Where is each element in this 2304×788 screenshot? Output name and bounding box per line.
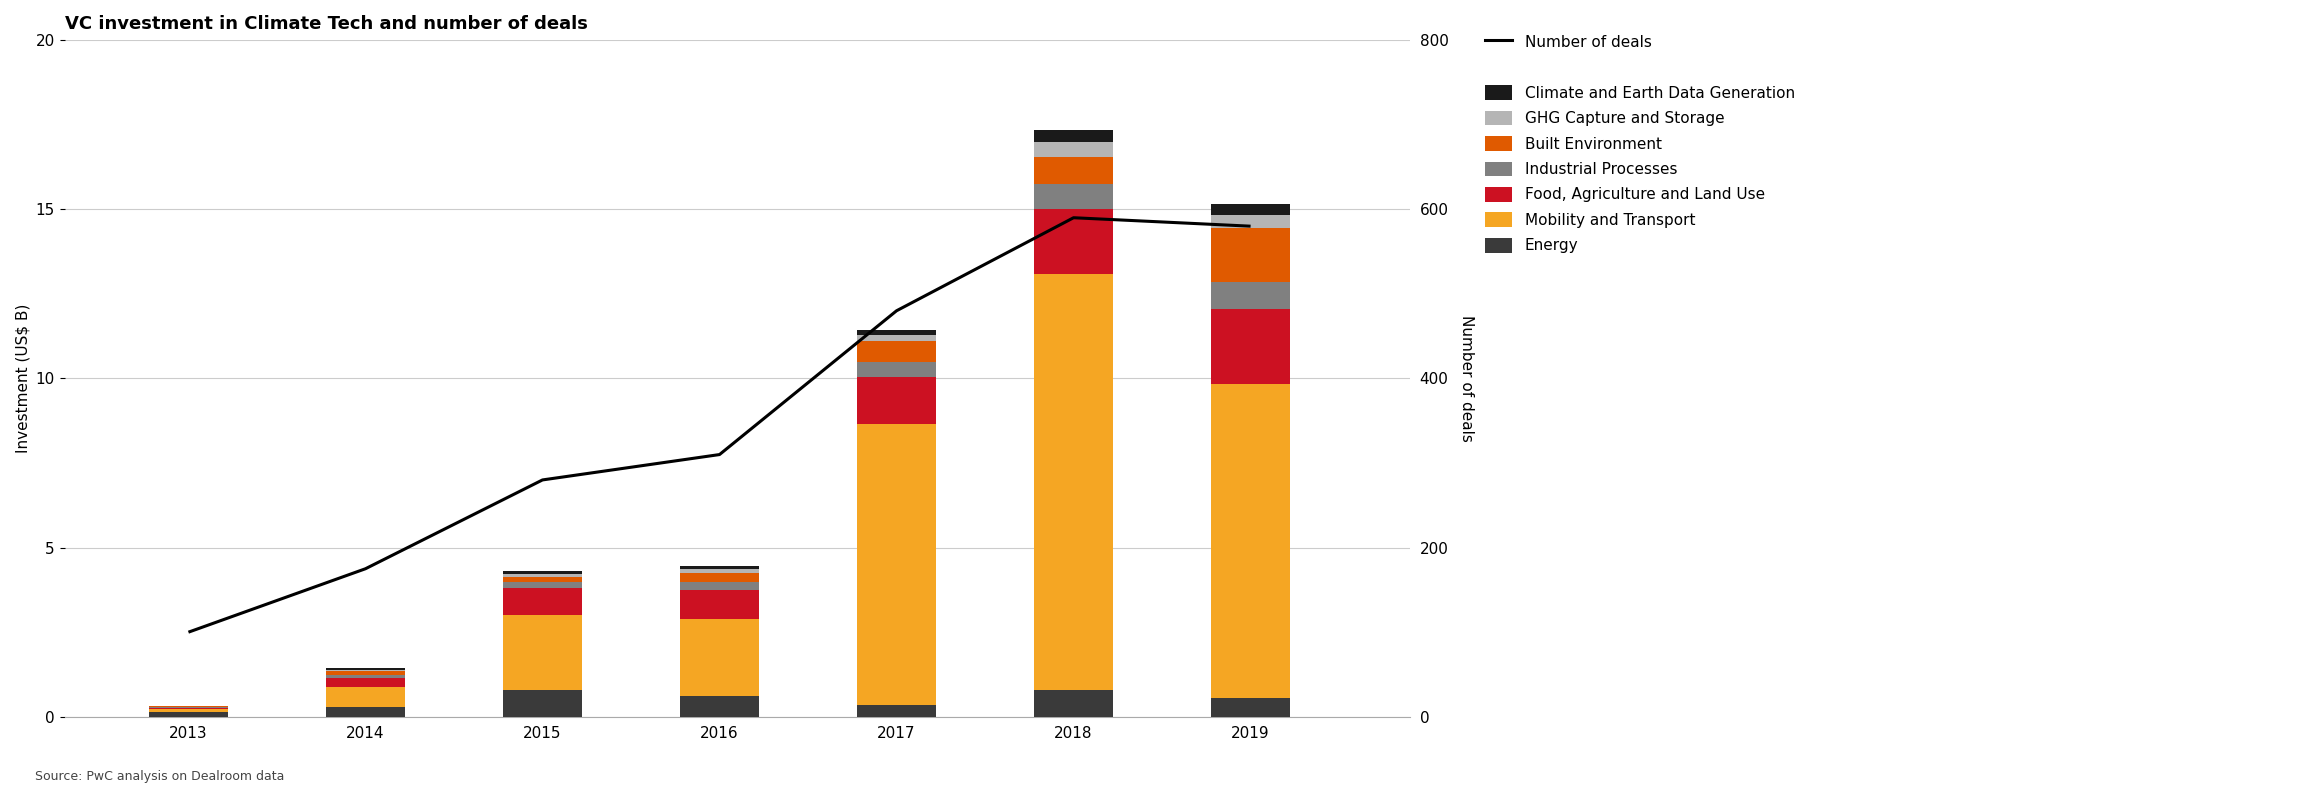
Bar bbox=[680, 569, 760, 573]
Bar bbox=[150, 708, 228, 709]
Bar bbox=[1034, 690, 1113, 717]
Bar bbox=[1212, 384, 1290, 698]
Bar bbox=[680, 619, 760, 697]
Text: Source: PwC analysis on Dealroom data: Source: PwC analysis on Dealroom data bbox=[35, 770, 283, 783]
Text: VC investment in Climate Tech and number of deals: VC investment in Climate Tech and number… bbox=[65, 15, 588, 33]
Bar bbox=[680, 573, 760, 582]
Bar bbox=[150, 712, 228, 717]
Bar bbox=[1212, 204, 1290, 215]
Bar bbox=[1212, 228, 1290, 282]
Bar bbox=[1034, 142, 1113, 157]
Legend: Number of deals, , Climate and Earth Data Generation, GHG Capture and Storage, B: Number of deals, , Climate and Earth Dat… bbox=[1484, 34, 1795, 254]
Bar bbox=[502, 690, 583, 717]
Bar bbox=[857, 341, 935, 362]
Bar bbox=[1212, 309, 1290, 384]
Bar bbox=[680, 697, 760, 717]
Bar bbox=[502, 571, 583, 574]
Bar bbox=[1212, 215, 1290, 228]
Y-axis label: Investment (US$ B): Investment (US$ B) bbox=[16, 303, 30, 453]
Bar bbox=[325, 670, 406, 671]
Bar bbox=[680, 582, 760, 590]
Bar bbox=[502, 615, 583, 690]
Bar bbox=[325, 708, 406, 717]
Bar bbox=[150, 709, 228, 712]
Bar bbox=[502, 577, 583, 582]
Bar bbox=[325, 687, 406, 708]
Bar bbox=[502, 582, 583, 588]
Bar bbox=[325, 675, 406, 678]
Bar bbox=[502, 588, 583, 615]
Bar bbox=[680, 590, 760, 619]
Bar bbox=[1034, 273, 1113, 690]
Bar bbox=[857, 362, 935, 377]
Bar bbox=[857, 377, 935, 424]
Bar bbox=[325, 671, 406, 675]
Bar bbox=[1212, 282, 1290, 309]
Bar bbox=[857, 424, 935, 705]
Bar bbox=[680, 566, 760, 569]
Bar bbox=[1034, 210, 1113, 273]
Bar bbox=[1034, 130, 1113, 142]
Bar bbox=[325, 668, 406, 670]
Bar bbox=[325, 678, 406, 687]
Bar bbox=[857, 330, 935, 335]
Bar bbox=[1034, 184, 1113, 210]
Bar bbox=[1034, 157, 1113, 184]
Bar bbox=[857, 335, 935, 341]
Y-axis label: Number of deals: Number of deals bbox=[1458, 315, 1475, 442]
Bar bbox=[1212, 698, 1290, 717]
Bar bbox=[857, 705, 935, 717]
Bar bbox=[502, 574, 583, 577]
